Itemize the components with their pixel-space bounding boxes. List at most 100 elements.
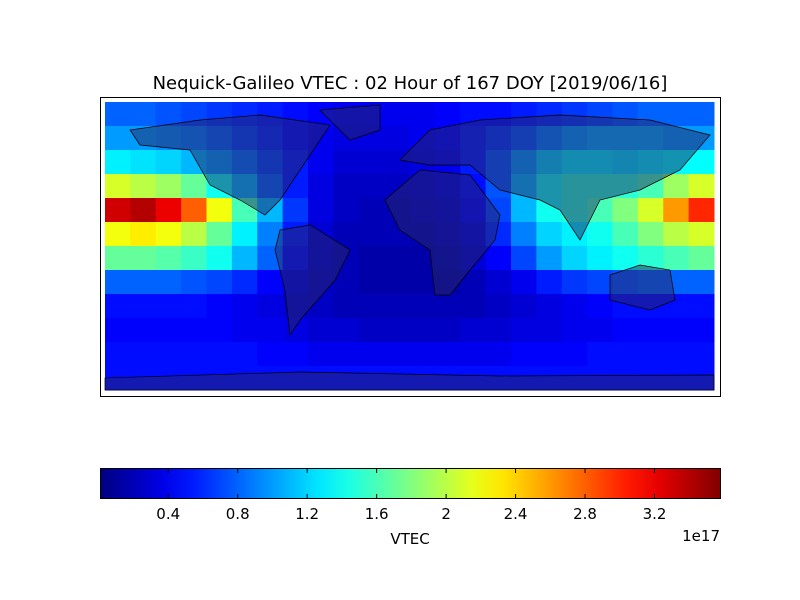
heat-cell [231, 246, 258, 271]
heat-cell [155, 246, 182, 271]
heat-cell [105, 126, 131, 151]
heat-cell [688, 294, 715, 319]
heat-cell [130, 246, 157, 271]
heat-cell [536, 294, 563, 319]
heat-cell [155, 198, 182, 223]
heat-cell [231, 318, 258, 343]
heat-cell [181, 222, 207, 247]
heat-cell [333, 150, 360, 175]
heat-cell [637, 222, 664, 247]
heat-cell [409, 102, 436, 127]
heat-cell [688, 270, 715, 295]
heat-cell [130, 174, 157, 199]
heat-cell [485, 270, 512, 295]
heat-cell [384, 342, 410, 367]
heat-cell [155, 102, 182, 127]
heat-cell [282, 198, 309, 223]
heat-cell [358, 174, 385, 199]
heat-cell [460, 294, 487, 319]
heat-cell [105, 174, 131, 199]
heat-cell [485, 342, 512, 367]
heat-cell [409, 318, 436, 343]
heat-cell [511, 198, 537, 223]
heat-cell [587, 318, 613, 343]
heat-cell [130, 294, 157, 319]
heat-cell [231, 222, 258, 247]
heat-cell [105, 102, 131, 127]
heat-cell [181, 342, 207, 367]
heat-cell [612, 222, 639, 247]
heat-cell [688, 318, 715, 343]
heat-cell [155, 270, 182, 295]
heat-cell [688, 174, 715, 199]
heat-cell [257, 270, 284, 295]
heat-cell [536, 222, 563, 247]
heat-cell [384, 318, 410, 343]
heat-cell [130, 270, 157, 295]
heat-cell [181, 174, 207, 199]
heat-cell [105, 318, 131, 343]
heat-cell [333, 174, 360, 199]
heat-cell [181, 294, 207, 319]
africa [384, 169, 501, 296]
heat-cell [105, 342, 131, 367]
heat-cell [333, 342, 360, 367]
heat-cell [308, 198, 334, 223]
heat-cell [155, 342, 182, 367]
heat-cell [105, 198, 131, 223]
heat-cell [130, 102, 157, 127]
heat-cell [663, 342, 690, 367]
heat-cell [155, 174, 182, 199]
heat-cell [587, 246, 613, 271]
heat-cell [282, 342, 309, 367]
heat-cell [358, 246, 385, 271]
heat-cell [688, 222, 715, 247]
heat-cell [231, 342, 258, 367]
chart-title: Nequick-Galileo VTEC : 02 Hour of 167 DO… [153, 73, 668, 94]
heat-cell [384, 294, 410, 319]
greenland [319, 104, 381, 141]
heat-cell [206, 342, 233, 367]
heat-cell [511, 294, 537, 319]
heat-cell [384, 270, 410, 295]
heat-cell [561, 270, 588, 295]
heat-cell [485, 294, 512, 319]
heat-cell [409, 294, 436, 319]
heat-cell [511, 246, 537, 271]
heat-cell [663, 102, 690, 127]
heat-cell [308, 318, 334, 343]
heat-cell [561, 342, 588, 367]
colorbar-offset: 1e17 [682, 527, 720, 545]
antarctica [104, 371, 715, 391]
heat-cell [587, 222, 613, 247]
heat-cell [612, 342, 639, 367]
colorbar-tick-label: 3.2 [643, 505, 667, 523]
colorbar-tick-label: 2 [441, 505, 451, 523]
heat-cell [511, 342, 537, 367]
heat-cell [663, 174, 690, 199]
heat-cell [688, 342, 715, 367]
heat-cell [688, 246, 715, 271]
colorbar-tick-label: 2.8 [573, 505, 597, 523]
heat-cell [536, 342, 563, 367]
heat-cell [257, 342, 284, 367]
heat-cell [358, 318, 385, 343]
heat-cell [663, 198, 690, 223]
heat-cell [511, 318, 537, 343]
colorbar-tick-label: 0.8 [226, 505, 250, 523]
heat-cell [206, 318, 233, 343]
heat-cell [688, 102, 715, 127]
heat-cell [105, 246, 131, 271]
heat-cell [434, 318, 461, 343]
north-america [129, 114, 331, 216]
heat-cell [434, 102, 461, 127]
heat-cell [511, 222, 537, 247]
heat-cell [308, 342, 334, 367]
heat-cell [105, 294, 131, 319]
heat-cell [181, 270, 207, 295]
heat-cell [130, 222, 157, 247]
colorbar-tick-label: 0.4 [156, 505, 180, 523]
heat-cell [637, 318, 664, 343]
heat-cell [612, 318, 639, 343]
